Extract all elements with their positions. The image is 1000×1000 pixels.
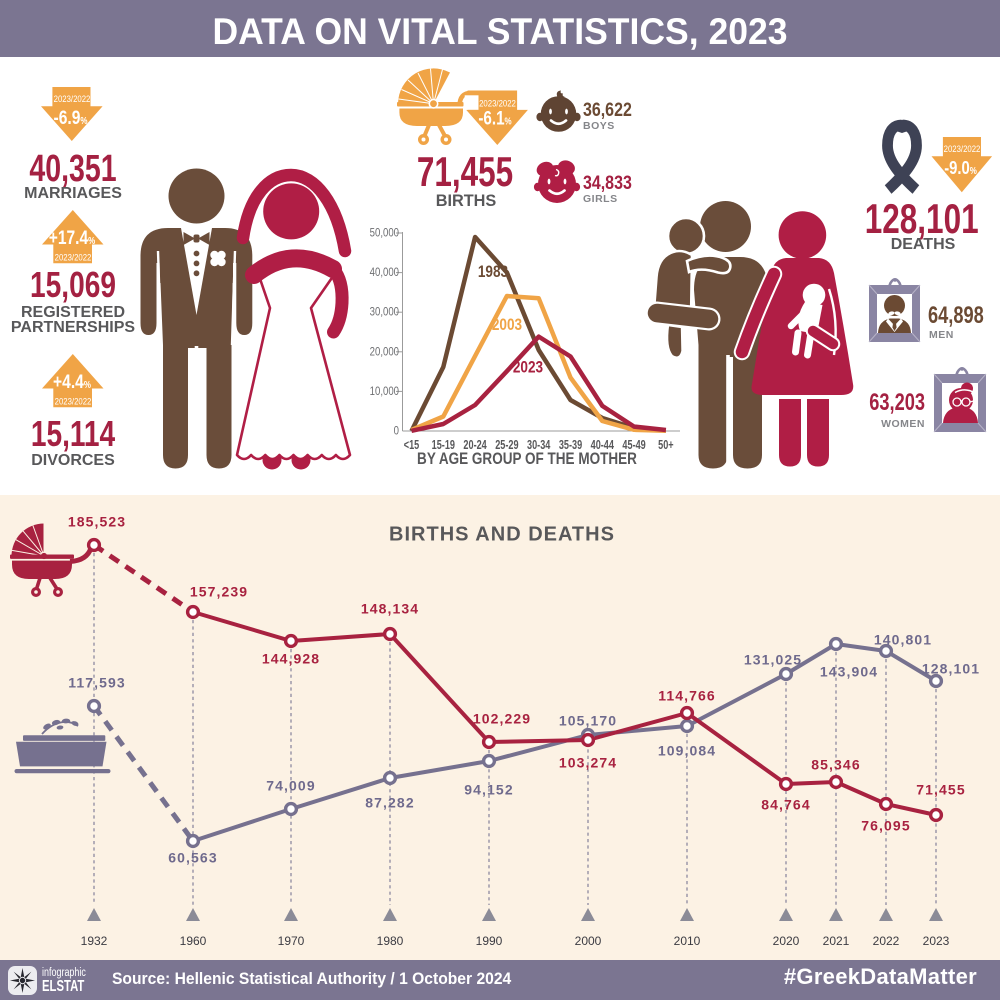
svg-text:2023/2022: 2023/2022 [944, 143, 981, 154]
svg-text:2020: 2020 [773, 934, 800, 948]
svg-text:+4.4%: +4.4% [53, 370, 91, 392]
svg-text:20,000: 20,000 [370, 345, 399, 358]
svg-text:30,000: 30,000 [370, 306, 399, 319]
svg-text:94,152: 94,152 [464, 782, 513, 798]
svg-text:2010: 2010 [674, 934, 701, 948]
svg-text:144,928: 144,928 [262, 651, 320, 667]
svg-text:143,904: 143,904 [820, 664, 878, 680]
svg-text:71,455: 71,455 [916, 782, 965, 798]
svg-text:2022: 2022 [873, 934, 900, 948]
svg-text:128,101: 128,101 [922, 661, 980, 677]
svg-text:45-49: 45-49 [622, 439, 645, 453]
svg-text:0: 0 [394, 425, 399, 438]
svg-text:1990: 1990 [476, 934, 503, 948]
svg-text:85,346: 85,346 [811, 757, 860, 773]
svg-text:25-29: 25-29 [495, 439, 518, 453]
svg-text:2023/2022: 2023/2022 [54, 93, 91, 104]
svg-text:BIRTHS AND DEATHS: BIRTHS AND DEATHS [389, 524, 615, 546]
svg-text:BY AGE GROUP OF THE MOTHER: BY AGE GROUP OF THE MOTHER [417, 450, 637, 469]
svg-text:-9.0%: -9.0% [944, 157, 977, 178]
svg-text:+17.4%: +17.4% [49, 226, 96, 248]
svg-text:40-44: 40-44 [591, 439, 615, 453]
svg-text:1970: 1970 [278, 934, 305, 948]
svg-text:103,274: 103,274 [559, 755, 617, 771]
svg-text:84,764: 84,764 [761, 797, 810, 813]
svg-text:10,000: 10,000 [370, 385, 399, 398]
svg-text:117,593: 117,593 [68, 675, 126, 691]
svg-text:60,563: 60,563 [168, 850, 217, 866]
svg-text:50,000: 50,000 [370, 227, 399, 240]
svg-text:2023: 2023 [513, 358, 543, 377]
svg-text:-6.9%: -6.9% [54, 106, 88, 128]
svg-text:74,009: 74,009 [266, 778, 315, 794]
svg-text:140,801: 140,801 [874, 632, 932, 648]
svg-text:87,282: 87,282 [365, 795, 414, 811]
svg-text:2000: 2000 [575, 934, 602, 948]
svg-text:102,229: 102,229 [473, 711, 531, 727]
svg-text:185,523: 185,523 [68, 514, 126, 530]
svg-text:20-24: 20-24 [463, 439, 487, 453]
svg-text:2023/2022: 2023/2022 [55, 252, 92, 263]
svg-text:1932: 1932 [81, 934, 108, 948]
svg-text:<15: <15 [404, 439, 419, 453]
svg-text:15-19: 15-19 [432, 439, 455, 453]
svg-text:35-39: 35-39 [559, 439, 582, 453]
svg-text:76,095: 76,095 [861, 818, 910, 834]
svg-text:148,134: 148,134 [361, 601, 419, 617]
svg-text:2003: 2003 [492, 316, 522, 335]
svg-text:2023: 2023 [923, 934, 950, 948]
svg-text:114,766: 114,766 [658, 688, 716, 704]
svg-text:2023/2022: 2023/2022 [479, 98, 516, 109]
svg-text:1960: 1960 [180, 934, 207, 948]
svg-text:2023/2022: 2023/2022 [55, 396, 92, 407]
svg-text:131,025: 131,025 [744, 652, 802, 668]
svg-text:2021: 2021 [823, 934, 850, 948]
svg-text:109,084: 109,084 [658, 743, 716, 759]
svg-text:157,239: 157,239 [190, 584, 248, 600]
svg-text:30-34: 30-34 [527, 439, 551, 453]
svg-text:-6.1%: -6.1% [478, 107, 511, 129]
svg-text:105,170: 105,170 [559, 713, 617, 729]
svg-text:1980: 1980 [377, 934, 404, 948]
svg-text:40,000: 40,000 [370, 266, 399, 279]
svg-text:1983: 1983 [478, 263, 508, 282]
svg-text:50+: 50+ [658, 439, 673, 453]
